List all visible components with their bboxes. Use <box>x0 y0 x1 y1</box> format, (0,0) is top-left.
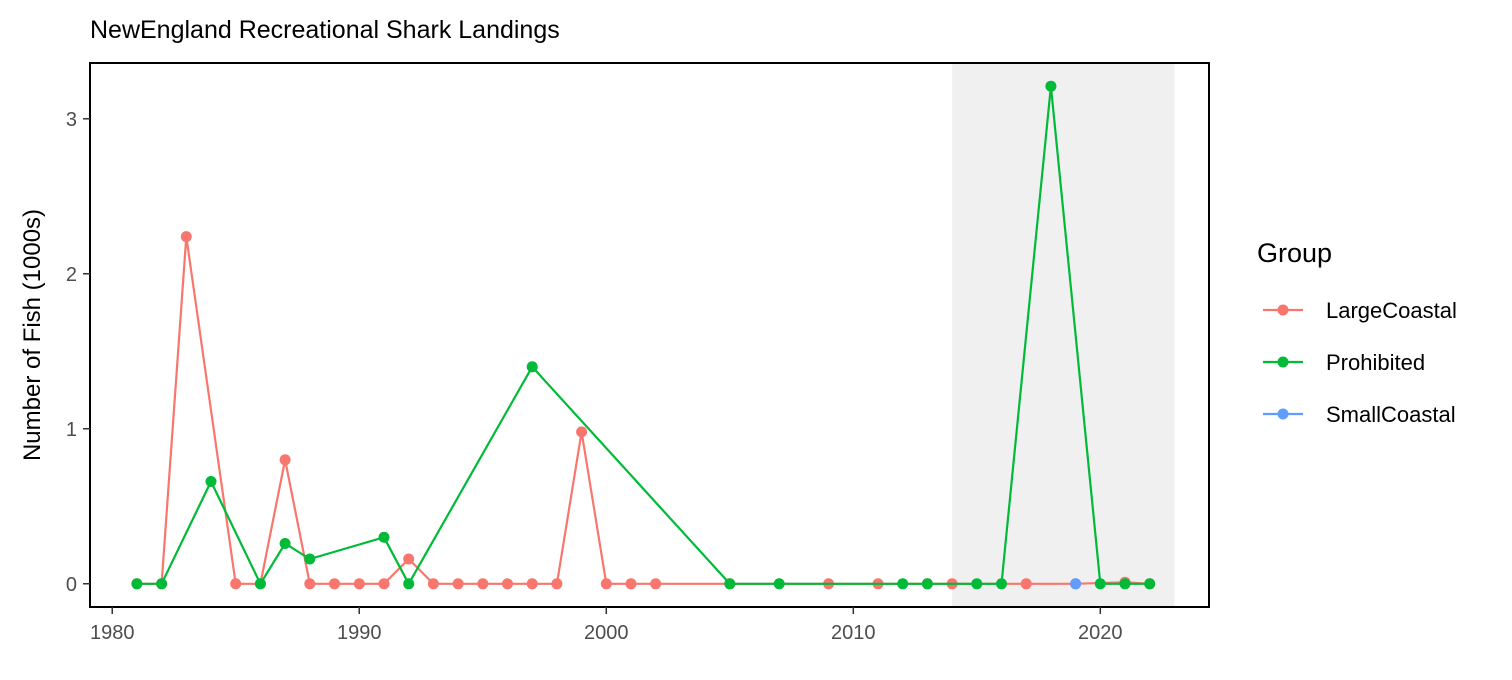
data-point-prohibited <box>378 531 390 543</box>
chart-title: NewEngland Recreational Shark Landings <box>90 16 560 44</box>
data-point-prohibited <box>897 578 909 590</box>
data-point-largecoastal <box>403 553 415 565</box>
data-point-largecoastal <box>329 578 340 590</box>
data-point-prohibited <box>773 578 785 590</box>
y-tick-label: 1 <box>66 419 77 441</box>
data-point-largecoastal <box>502 578 513 590</box>
y-tick-label: 0 <box>66 574 77 596</box>
y-tick-label: 2 <box>66 264 77 286</box>
x-tick-label: 2010 <box>831 622 876 644</box>
data-point-largecoastal <box>230 578 242 590</box>
data-point-prohibited <box>1119 578 1131 590</box>
data-point-prohibited <box>971 578 983 590</box>
data-point-prohibited <box>1094 578 1106 590</box>
data-point-prohibited <box>921 578 933 590</box>
data-point-largecoastal <box>600 578 612 590</box>
legend-title: Group <box>1257 238 1332 268</box>
data-point-largecoastal <box>452 578 464 590</box>
data-point-largecoastal <box>526 578 538 590</box>
data-point-largecoastal <box>576 426 588 438</box>
data-point-prohibited <box>205 476 217 487</box>
x-tick-label: 2000 <box>584 622 629 644</box>
data-point-smallcoastal <box>1070 578 1082 590</box>
data-point-prohibited <box>724 578 736 590</box>
data-point-prohibited <box>304 553 316 565</box>
data-point-prohibited <box>526 361 538 373</box>
data-point-largecoastal <box>378 578 390 590</box>
data-point-largecoastal <box>427 578 439 590</box>
data-point-largecoastal <box>650 578 662 590</box>
data-point-prohibited <box>156 578 168 590</box>
legend-label-prohibited: Prohibited <box>1326 350 1425 375</box>
y-tick-label: 3 <box>66 109 77 131</box>
shaded-region <box>952 64 1175 606</box>
legend-label-largecoastal: LargeCoastal <box>1326 298 1457 323</box>
plot-panel-border <box>89 62 1210 608</box>
plot-background <box>952 64 1175 606</box>
data-point-prohibited <box>403 578 415 590</box>
data-point-prohibited <box>996 578 1007 590</box>
data-point-prohibited <box>1144 578 1156 590</box>
legend: LargeCoastal Prohibited SmallCoastal <box>1263 298 1457 427</box>
data-point-largecoastal <box>1020 578 1032 590</box>
legend-key-point-prohibited <box>1277 356 1289 368</box>
data-point-largecoastal <box>353 578 365 590</box>
data-point-largecoastal <box>551 578 563 590</box>
x-axis: 1980 1990 2000 2010 2020 <box>90 607 1123 644</box>
x-tick-label: 2020 <box>1078 622 1123 644</box>
data-point-largecoastal <box>625 578 637 590</box>
data-point-largecoastal <box>180 231 192 243</box>
plot-marks <box>131 80 1156 590</box>
x-tick-label: 1990 <box>337 622 382 644</box>
y-axis-title: Number of Fish (1000s) <box>19 209 46 461</box>
data-point-prohibited <box>1045 80 1057 92</box>
data-point-largecoastal <box>477 578 489 590</box>
data-point-largecoastal <box>279 454 291 466</box>
data-point-prohibited <box>254 578 266 590</box>
y-axis: 0 1 2 3 <box>66 109 90 596</box>
data-point-prohibited <box>279 538 291 549</box>
data-point-largecoastal <box>304 578 316 590</box>
legend-key-point-largecoastal <box>1277 304 1289 316</box>
data-point-prohibited <box>131 578 143 590</box>
legend-key-point-smallcoastal <box>1277 408 1289 420</box>
x-tick-label: 1980 <box>90 622 135 644</box>
legend-label-smallcoastal: SmallCoastal <box>1326 402 1456 427</box>
